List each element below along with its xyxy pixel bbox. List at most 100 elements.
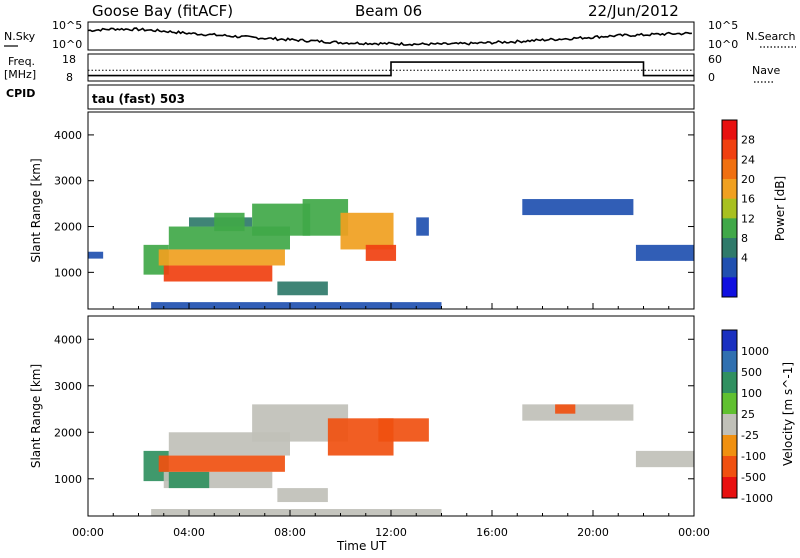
velocity-region bbox=[168, 471, 210, 489]
power-ytick-label: 4000 bbox=[54, 129, 82, 142]
velocity-colorbar-swatch bbox=[722, 351, 737, 373]
velocity-xtick-label: 00:00 bbox=[72, 526, 104, 539]
noise-right-tick-top: 10^5 bbox=[708, 19, 738, 32]
power-region bbox=[252, 203, 311, 236]
power-region bbox=[365, 244, 397, 261]
power-colorbar-tick-label: 28 bbox=[741, 134, 755, 147]
power-region bbox=[163, 265, 273, 282]
velocity-region bbox=[522, 404, 634, 421]
velocity-colorbar-tick-label: 100 bbox=[741, 387, 762, 400]
cpid-panel: tau (fast) 503 bbox=[87, 84, 695, 110]
velocity-colorbar-swatch bbox=[722, 372, 737, 394]
power-region bbox=[416, 217, 429, 236]
power-colorbar-tick-label: 24 bbox=[741, 153, 755, 166]
velocity-ytick-label: 4000 bbox=[54, 333, 82, 346]
power-colorbar-tick-label: 16 bbox=[741, 193, 755, 206]
power-colorbar-swatch bbox=[722, 120, 737, 141]
power-region bbox=[340, 212, 394, 250]
frequency-series bbox=[88, 61, 694, 77]
velocity-colorbar-tick-label: -25 bbox=[741, 429, 759, 442]
noise-right-tick-bottom: 10^0 bbox=[708, 38, 738, 51]
power-colorbar-frame bbox=[721, 119, 738, 298]
power-region bbox=[151, 302, 442, 309]
power-ylabel: Slant Range [km] bbox=[29, 158, 43, 262]
cpid-label: CPID bbox=[6, 87, 35, 100]
nave-tick-top: 60 bbox=[708, 53, 722, 66]
power-colorbar-tick-label: 20 bbox=[741, 173, 755, 186]
power-heatmap bbox=[88, 199, 694, 309]
power-colorbar-swatch bbox=[722, 277, 737, 298]
velocity-colorbar-swatch bbox=[722, 414, 737, 436]
power-colorbar-tick-label: 8 bbox=[741, 232, 748, 245]
velocity-colorbar-tick-label: 25 bbox=[741, 408, 755, 421]
velocity-panel: 1000 2000 3000 4000 Slant Range [km] 00:00 04:… bbox=[29, 315, 795, 539]
power-axes: 1000 2000 3000 4000 Slant Range [km] bbox=[29, 129, 695, 309]
velocity-region bbox=[378, 418, 429, 442]
noise-left-label: N.Sky bbox=[4, 30, 36, 43]
velocity-region bbox=[151, 509, 442, 516]
velocity-axes: 1000 2000 3000 4000 Slant Range [km] 00:00 04:… bbox=[29, 333, 710, 539]
power-colorbar-swatch bbox=[722, 218, 737, 239]
noise-right-label: N.Search bbox=[746, 30, 796, 43]
velocity-colorbar-swatch bbox=[722, 330, 737, 352]
velocity-colorbar-tick-label: -1000 bbox=[741, 492, 773, 505]
power-region bbox=[158, 249, 285, 266]
velocity-xtick-label: 20:00 bbox=[577, 526, 609, 539]
power-colorbar: 28 24 20 16 12 8 4 Power [dB] bbox=[721, 119, 787, 298]
velocity-ytick-label: 3000 bbox=[54, 380, 82, 393]
power-colorbar-swatch bbox=[722, 257, 737, 278]
frequency-panel: Freq. [MHz] CPID 18 8 60 0 Nave bbox=[4, 53, 780, 100]
freq-unit-label: [MHz] bbox=[4, 68, 36, 81]
velocity-colorbar-label: Velocity [m s^-1] bbox=[781, 362, 795, 466]
power-colorbar-swatch bbox=[722, 198, 737, 219]
noise-panel: N.Sky 10^5 10^0 10^5 10^0 N.Search bbox=[4, 19, 796, 51]
velocity-colorbar-tick-label: -500 bbox=[741, 471, 766, 484]
power-region bbox=[214, 212, 245, 232]
noise-series bbox=[87, 27, 692, 47]
date-title: 22/Jun/2012 bbox=[588, 2, 679, 20]
power-colorbar-label: Power [dB] bbox=[773, 176, 787, 241]
program-label: tau (fast) 503 bbox=[92, 92, 185, 106]
noise-left-tick-top: 10^5 bbox=[52, 19, 82, 32]
power-colorbar-swatch bbox=[722, 159, 737, 180]
power-ytick-label: 2000 bbox=[54, 221, 82, 234]
velocity-region bbox=[635, 450, 694, 468]
velocity-region bbox=[158, 455, 285, 472]
power-colorbar-tick-label: 4 bbox=[741, 252, 748, 265]
velocity-ylabel: Slant Range [km] bbox=[29, 364, 43, 468]
beam-title: Beam 06 bbox=[355, 2, 422, 20]
velocity-ytick-label: 2000 bbox=[54, 426, 82, 439]
velocity-heatmap bbox=[143, 404, 694, 516]
freq-tick-top: 18 bbox=[62, 53, 76, 66]
velocity-colorbar-swatch bbox=[722, 477, 737, 499]
velocity-colorbar-swatch bbox=[722, 393, 737, 415]
velocity-xtick-label: 08:00 bbox=[274, 526, 306, 539]
power-colorbar-swatch bbox=[722, 139, 737, 160]
velocity-colorbar-frame bbox=[721, 329, 738, 499]
power-region bbox=[277, 281, 328, 296]
velocity-colorbar-tick-label: -100 bbox=[741, 450, 766, 463]
velocity-xtick-label: 04:00 bbox=[173, 526, 205, 539]
noise-left-tick-bottom: 10^0 bbox=[52, 38, 82, 51]
velocity-region bbox=[555, 404, 576, 414]
power-ytick-label: 3000 bbox=[54, 175, 82, 188]
station-title: Goose Bay (fitACF) bbox=[92, 2, 233, 20]
velocity-colorbar: 1000 500 100 25 -25 -100 -500 -1000 Velocity [m … bbox=[721, 329, 795, 505]
velocity-colorbar-tick-label: 500 bbox=[741, 366, 762, 379]
velocity-ytick-label: 1000 bbox=[54, 473, 82, 486]
power-ytick-label: 1000 bbox=[54, 266, 82, 279]
velocity-xtick-label: 16:00 bbox=[476, 526, 508, 539]
freq-tick-bottom: 8 bbox=[66, 71, 73, 84]
power-region bbox=[522, 199, 634, 216]
velocity-colorbar-swatch bbox=[722, 435, 737, 457]
power-colorbar-tick-label: 12 bbox=[741, 212, 755, 225]
power-region bbox=[88, 251, 104, 259]
velocity-region bbox=[277, 488, 328, 503]
noise-sky-line bbox=[87, 27, 692, 47]
power-region bbox=[635, 244, 694, 261]
velocity-colorbar-tick-label: 1000 bbox=[741, 345, 769, 358]
x-axis-title: Time UT bbox=[336, 539, 387, 553]
freq-label: Freq. bbox=[8, 55, 35, 68]
